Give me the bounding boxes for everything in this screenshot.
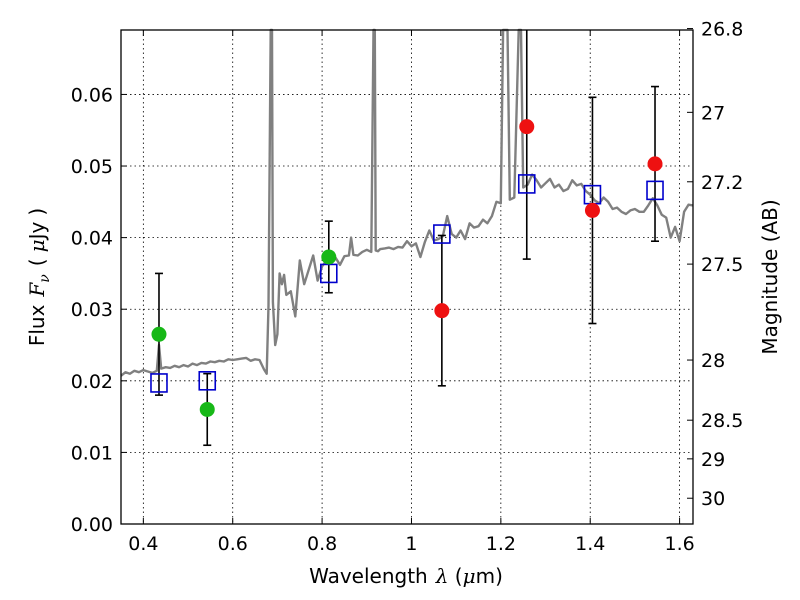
model-spectrum: [120, 28, 694, 377]
observed-point-green: [199, 401, 215, 417]
observed-points: [151, 119, 663, 417]
y-tick-label: 0.05: [71, 156, 113, 178]
y-axis-unit: Jy: [25, 221, 49, 241]
x-tick-label: 1: [405, 533, 417, 555]
observed-point-red: [584, 202, 600, 218]
observed-point-red: [647, 156, 663, 172]
model-point-square: [150, 373, 168, 393]
plot-background: [121, 30, 693, 524]
y-axis-symbol-subscript: ν: [37, 274, 53, 283]
y-axis-ticks: 0.00 0.01 0.02 0.03 0.04 0.05 0.06: [71, 84, 127, 536]
x-axis-unit-prefix: μ: [463, 564, 476, 588]
x-tick-label: 1.6: [664, 533, 694, 555]
y2-tick-label: 29: [701, 449, 725, 471]
model-point-square: [433, 224, 451, 244]
model-point-square: [646, 180, 664, 201]
y2-tick-label: 27.2: [701, 172, 743, 194]
model-point-square: [517, 174, 536, 194]
y2-tick-label: 30: [701, 488, 725, 510]
y-axis-label-close: ): [25, 208, 49, 216]
y-tick-label: 0.04: [71, 228, 113, 250]
y2-axis-ticks: 26.8 27 27.2 27.5 28 28.5 29 30: [687, 19, 743, 510]
x-tick-label: 1.2: [486, 533, 516, 555]
y-axis-label-open: (: [25, 258, 49, 266]
y-axis-unit-prefix: μ: [25, 239, 49, 252]
model-point-square: [198, 371, 217, 391]
plot-frame: [120, 29, 694, 525]
y-tick-label: 0.01: [71, 442, 113, 464]
y2-axis-label: Magnitude (AB): [758, 199, 782, 354]
y-tick-label: 0.03: [71, 299, 113, 321]
y2-tick-label: 27: [701, 102, 725, 124]
x-axis-unit: m): [476, 564, 503, 588]
observed-point-red: [519, 119, 535, 135]
x-tick-label: 0.6: [218, 533, 248, 555]
x-axis-label-prefix: Wavelength: [309, 564, 428, 588]
y-axis-label: Flux Fν ( μJy): [25, 208, 53, 346]
model-spectrum-line: [120, 28, 694, 377]
x-axis-symbol: λ: [435, 564, 449, 588]
observed-point-red: [434, 303, 450, 319]
y-tick-label: 0.00: [71, 514, 113, 536]
y2-tick-label: 28.5: [701, 410, 743, 432]
x-tick-label: 0.4: [128, 533, 158, 555]
x-axis-label-open: (: [448, 564, 462, 588]
y-tick-label: 0.02: [71, 371, 113, 393]
y-axis-symbol: F: [25, 282, 49, 298]
x-axis-ticks: 0.4 0.6 0.8 1 1.2 1.4 1.6: [128, 30, 695, 555]
y-tick-label: 0.06: [71, 84, 113, 106]
y2-tick-label: 28: [701, 350, 725, 372]
y2-tick-label: 26.8: [701, 19, 743, 41]
x-tick-label: 1.4: [575, 533, 605, 555]
y2-tick-label: 27.5: [701, 254, 743, 276]
observed-point-green: [151, 326, 167, 342]
x-axis-label: Wavelength λ (μm): [309, 564, 503, 588]
y-axis-label-prefix: Flux: [25, 304, 49, 346]
observed-point-green: [321, 249, 337, 265]
x-tick-label: 0.8: [307, 533, 337, 555]
